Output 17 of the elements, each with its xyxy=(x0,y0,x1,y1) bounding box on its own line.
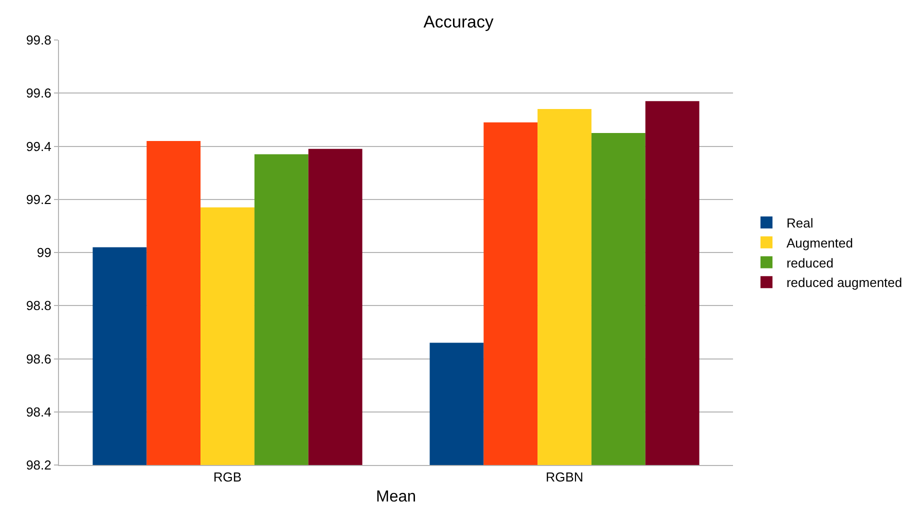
y-tick-label: 98.4 xyxy=(26,404,52,420)
y-tick-label: 98.8 xyxy=(26,298,52,314)
y-tick-label: 98.6 xyxy=(26,351,52,366)
x-tick-label: RGBN xyxy=(546,470,584,485)
y-tick-label: 99.4 xyxy=(26,138,52,154)
x-tick-label: RGB xyxy=(213,470,242,485)
legend-label: reduced xyxy=(786,255,834,270)
y-tick-label: 99.8 xyxy=(26,32,52,48)
y-tick-label: 99.2 xyxy=(26,192,52,207)
legend-label: Real xyxy=(786,216,814,231)
y-tick-label: 98.2 xyxy=(26,458,52,473)
chart-title: Accuracy xyxy=(424,12,494,32)
y-tick-label: 99 xyxy=(36,245,52,260)
x-axis-title: Mean xyxy=(376,488,416,506)
legend-label: reduced augmented xyxy=(786,275,902,290)
legend-label: Augmented xyxy=(786,235,853,250)
y-tick-label: 99.6 xyxy=(26,86,52,101)
